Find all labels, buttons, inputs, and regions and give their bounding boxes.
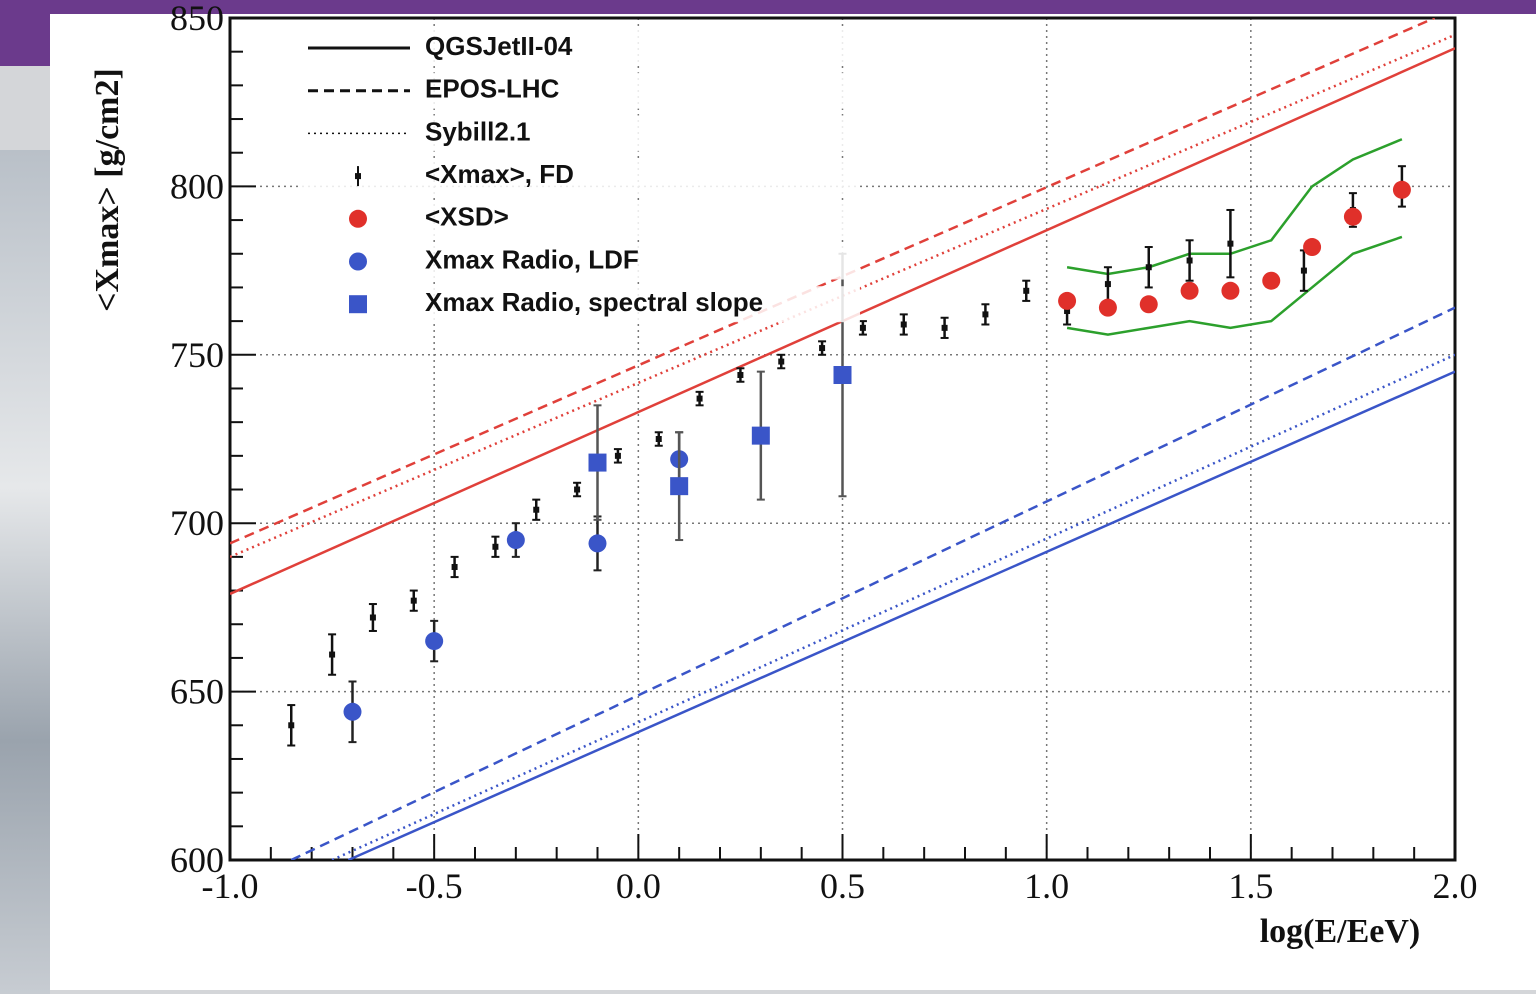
sd-point (1343, 207, 1362, 226)
legend-label: EPOS-LHC (425, 74, 560, 104)
y-tick-label: 600 (170, 840, 224, 880)
fd-point (1186, 257, 1193, 264)
sd-point (1180, 281, 1199, 300)
sd-point (1262, 271, 1281, 290)
x-tick-label: 0.5 (820, 866, 865, 906)
fd-point (369, 614, 376, 621)
y-tick-label: 800 (170, 166, 224, 206)
radio-ldf-point (425, 632, 444, 651)
x-tick-label: -1.0 (202, 866, 259, 906)
sd-point (1303, 238, 1322, 257)
legend-bg (300, 200, 860, 237)
fd-point (492, 543, 499, 550)
fd-point (696, 395, 703, 402)
fd-point (1145, 264, 1152, 271)
legend-label: <Xmax>, FD (425, 159, 574, 189)
fd-point (574, 486, 581, 493)
legend-point (355, 173, 361, 180)
sd-point (1098, 298, 1117, 317)
legend-point (349, 252, 367, 271)
radio-slope-point (751, 426, 770, 445)
fd-point (655, 436, 662, 442)
x-tick-label: 0.0 (616, 866, 661, 906)
fd-point (819, 345, 826, 352)
legend-point (349, 209, 367, 228)
radio-ldf-point (588, 534, 607, 553)
radio-slope-point (833, 366, 852, 385)
radio-ldf-point (506, 531, 525, 550)
fd-point (737, 372, 744, 379)
fd-point (288, 722, 295, 729)
legend-bg (300, 72, 860, 109)
legend-label: Xmax Radio, spectral slope (425, 287, 763, 317)
x-tick-label: 1.5 (1228, 866, 1273, 906)
y-tick-label: 750 (170, 335, 224, 375)
legend-label: <XSD> (425, 202, 509, 232)
plot-frame (228, 16, 1457, 862)
legend-bg (300, 115, 860, 152)
x-tick-label: 2.0 (1433, 866, 1478, 906)
plot-area (230, 18, 1455, 860)
radio-ldf-point (343, 702, 362, 721)
x-axis-label: log(E/EeV) (1260, 913, 1421, 950)
sd-point (1221, 281, 1240, 300)
legend-point (349, 295, 367, 314)
chart: log(E/EeV) <Xmax> [g/cm2] -1.0 -0.5 0.0 0.5… (89, 0, 1478, 950)
fd-point (941, 324, 948, 331)
model-line (331, 353, 1455, 860)
side-image (0, 150, 50, 994)
fd-point (1300, 267, 1307, 274)
model-line (290, 306, 1455, 860)
fd-point (533, 506, 540, 513)
y-tick-label: 700 (170, 503, 224, 543)
legend-bg (300, 158, 860, 195)
legend-label: Xmax Radio, LDF (425, 244, 639, 274)
y-axis-label: <Xmax> [g/cm2] (89, 68, 126, 312)
fd-point (329, 651, 336, 658)
sd-point (1058, 291, 1077, 310)
y-tick-label: 850 (170, 0, 224, 38)
fd-point (778, 358, 785, 365)
fd-point (982, 311, 989, 318)
model-line (1066, 235, 1403, 336)
fd-point (451, 563, 458, 570)
y-tick-label: 650 (170, 672, 224, 712)
fd-point (614, 452, 621, 459)
radio-slope-point (670, 477, 689, 496)
fd-point (1104, 281, 1111, 288)
legend-bg (300, 243, 860, 280)
legend-label: Sybill2.1 (425, 116, 531, 146)
legend-label: QGSJetII-04 (425, 31, 573, 61)
fd-point (859, 324, 866, 331)
radio-slope-point (588, 453, 607, 472)
fd-point (1023, 287, 1030, 294)
fd-point (900, 321, 907, 328)
sd-point (1139, 295, 1158, 314)
x-tick-label: -0.5 (406, 866, 463, 906)
x-tick-label: 1.0 (1024, 866, 1069, 906)
model-line (230, 18, 1436, 545)
fd-point (1227, 240, 1234, 247)
model-line (347, 370, 1455, 860)
fd-point (1064, 308, 1071, 315)
sd-point (1392, 180, 1411, 199)
legend-bg (300, 286, 860, 323)
fd-point (410, 597, 417, 604)
